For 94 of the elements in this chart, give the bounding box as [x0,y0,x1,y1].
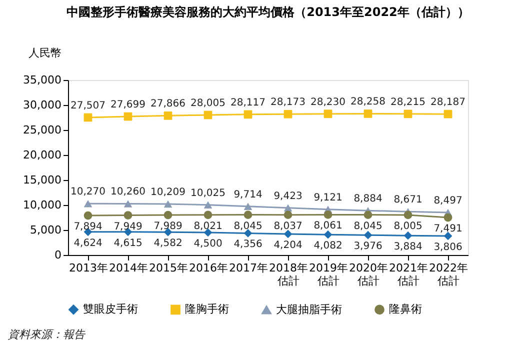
x-tick-label: 2021年估計 [389,262,428,288]
point [164,200,172,208]
y-tick-label: 30,000 [23,98,62,112]
data-label: 8,045 [354,220,382,232]
data-label: 8,671 [394,194,422,206]
point [244,110,252,119]
point [324,210,332,219]
legend-label: 隆鼻術 [389,302,422,316]
data-label: 9,121 [314,192,342,204]
point [284,210,292,219]
data-label: 7,949 [114,221,142,232]
data-label: 8,021 [194,220,222,232]
data-label: 7,989 [154,221,182,232]
data-label: 27,866 [150,98,186,110]
data-label: 7,894 [74,222,102,233]
point [84,113,92,122]
point [204,201,212,208]
point [324,230,332,239]
data-label: 4,204 [274,240,302,251]
data-label: 10,270 [70,186,106,198]
y-tick-label: 20,000 [23,148,62,162]
data-label: 4,624 [74,238,102,249]
point [364,210,372,219]
point [124,211,132,220]
data-label: 8,005 [394,220,422,232]
point [164,210,172,220]
point [284,110,292,118]
point [404,110,412,118]
data-label: 28,215 [390,96,426,108]
data-label: 28,258 [350,96,386,108]
point [364,230,372,240]
x-tick-label: 2014年 [109,262,148,274]
point [244,210,252,219]
y-tick-label: 0 [54,248,62,262]
x-tick-label: 2019年估計 [309,262,348,288]
point [204,210,212,220]
data-label: 8,061 [314,220,342,232]
data-label: 4,082 [314,240,342,252]
y-tick-label: 25,000 [23,124,62,136]
data-label: 4,582 [154,238,182,250]
data-label: 27,699 [110,100,146,111]
data-label: 8,884 [354,194,382,205]
data-label: 3,884 [394,242,422,253]
x-tick-label: 2020年估計 [349,262,388,288]
data-label: 10,025 [190,188,226,199]
x-tick-label: 2013年 [69,262,108,274]
data-label: 4,500 [194,238,222,250]
point [84,211,92,220]
x-tick-label: 2022年估計 [429,262,468,288]
data-label: 10,209 [150,186,186,198]
data-label: 10,260 [110,186,146,198]
point [404,231,412,240]
x-tick-label: 2017年 [229,262,268,274]
x-tick-label: 2018年估計 [269,262,308,288]
data-label: 4,615 [114,238,142,249]
point [124,112,132,121]
point [284,204,292,212]
data-label: 3,976 [354,241,382,252]
data-label: 8,037 [274,220,302,232]
chart-title: 中國整形手術醫療美容服務的大約平均價格（2013年至2022年（估計）） [66,5,470,19]
data-label: 8,497 [434,196,462,207]
data-label: 4,356 [234,239,262,250]
data-label: 28,187 [430,97,466,108]
y-axis-title: 人民幣 [28,46,62,60]
legend-label: 大腿抽脂手術 [276,302,342,316]
point [444,110,452,118]
legend-label: 隆胸手術 [185,302,229,316]
data-label: 9,714 [234,189,262,200]
point [124,200,132,208]
source-note: 資料來源：報告 [8,328,86,341]
data-label: 9,423 [274,190,302,202]
y-tick-label: 15,000 [23,174,62,186]
legend-label: 雙眼皮手術 [83,302,138,316]
y-tick-label: 5,000 [30,224,62,236]
data-label: 28,173 [270,97,306,108]
data-label: 28,230 [310,96,346,108]
y-tick-label: 10,000 [23,198,62,212]
data-label: 27,507 [70,100,106,112]
point [364,110,372,118]
point [84,200,92,208]
data-label: 3,806 [434,242,462,253]
y-tick-label: 35,000 [23,74,62,86]
point [244,202,252,210]
x-tick-label: 2015年 [149,262,188,274]
point [444,213,452,222]
point [164,111,172,120]
point [404,210,412,220]
point [324,110,332,118]
data-label: 28,005 [190,98,226,109]
point [204,110,212,120]
data-label: 8,045 [234,220,262,232]
data-label: 7,491 [434,224,462,235]
data-label: 28,117 [230,97,266,108]
x-tick-label: 2016年 [189,262,228,274]
